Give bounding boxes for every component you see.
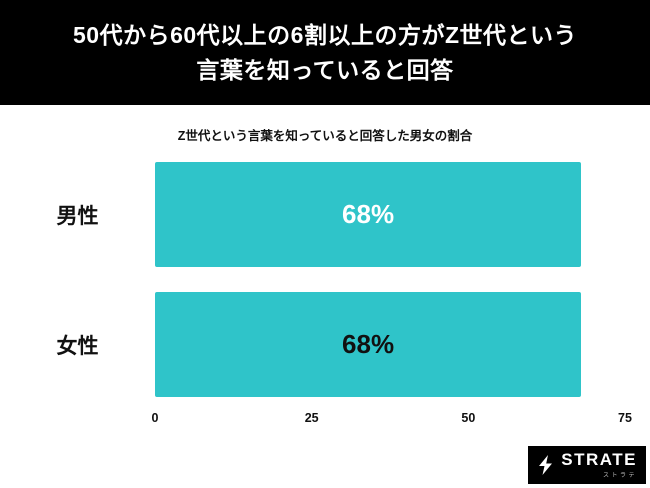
bar-chart: Z世代という言葉を知っていると回答した男女の割合 男性 68% 女性 68% 0…	[0, 105, 650, 427]
header-title-line1: 50代から60代以上の6割以上の方がZ世代という	[72, 21, 577, 48]
x-tick-0: 0	[151, 411, 159, 425]
bar-row-female: 女性 68%	[0, 292, 650, 397]
chart-rows: 男性 68% 女性 68%	[0, 162, 650, 397]
strate-logo: STRATE ストラテ	[528, 446, 646, 484]
logo-text: STRATE	[561, 450, 637, 469]
x-tick-75: 75	[618, 411, 632, 425]
bar-track-male: 68%	[155, 162, 625, 267]
bar-row-male: 男性 68%	[0, 162, 650, 267]
strate-logo-icon	[537, 455, 554, 475]
bar-value-label-female: 68%	[342, 329, 395, 359]
chart-title: Z世代という言葉を知っていると回答した男女の割合	[177, 129, 473, 143]
bar-male: 68%	[155, 162, 582, 267]
x-axis: 0 25 50 75	[151, 411, 632, 427]
bar-track-female: 68%	[155, 292, 625, 397]
bar-value-label-male: 68%	[342, 199, 395, 229]
logo-texts: STRATE ストラテ	[561, 451, 637, 479]
x-tick-25: 25	[304, 411, 319, 425]
category-label-female: 女性	[56, 334, 99, 358]
x-tick-50: 50	[461, 411, 476, 425]
logo-subtext: ストラテ	[602, 473, 637, 479]
category-label-male: 男性	[56, 204, 99, 228]
header-banner: 50代から60代以上の6割以上の方がZ世代という 言葉を知っていると回答	[0, 0, 650, 105]
header-title-line2: 言葉を知っていると回答	[196, 57, 454, 83]
bar-female: 68%	[155, 292, 582, 397]
